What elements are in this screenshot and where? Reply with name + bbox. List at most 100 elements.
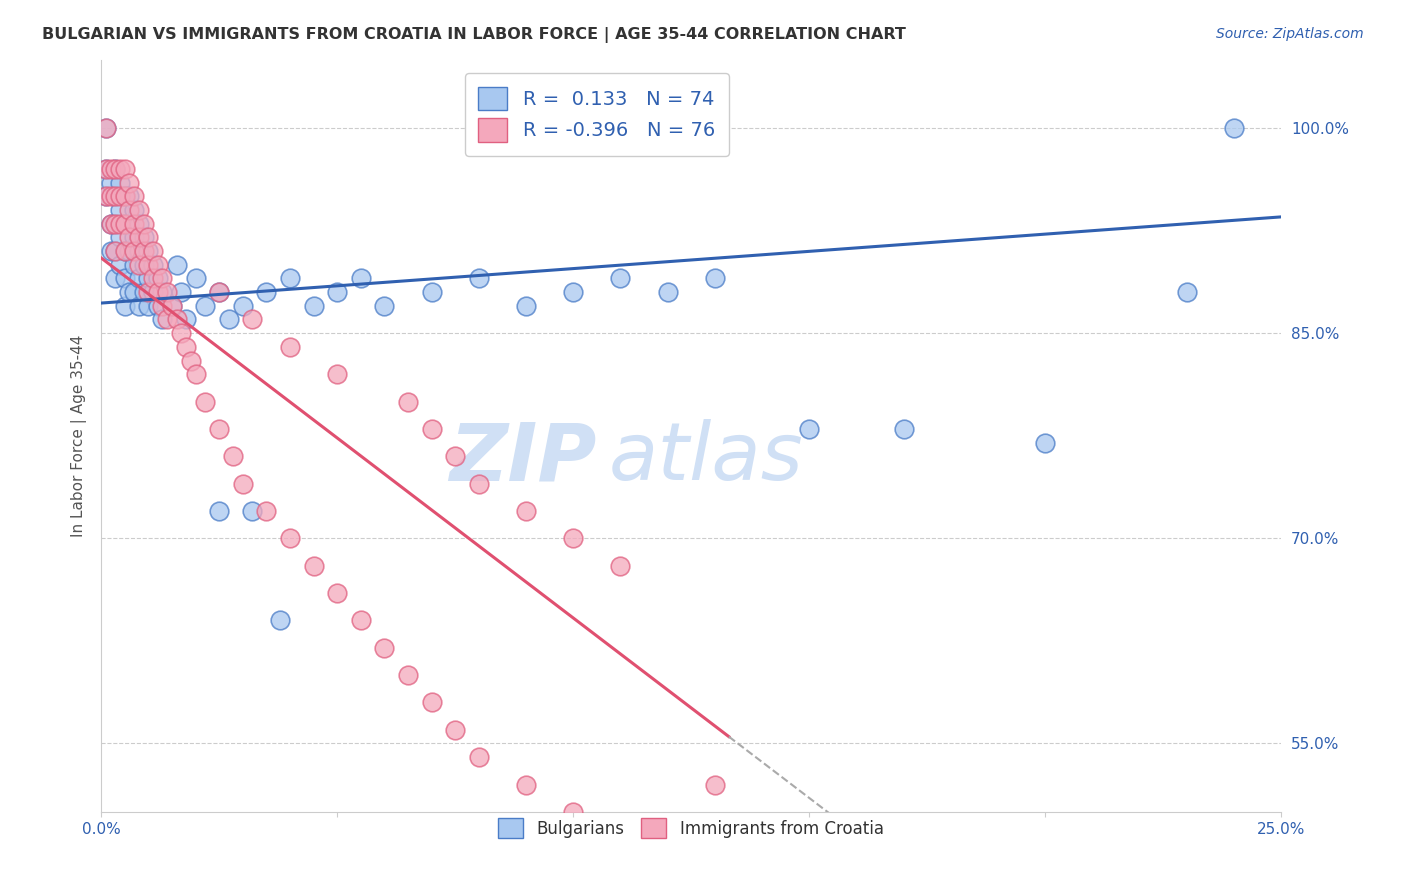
Point [114, 299, 136, 313]
Point [146, 285, 169, 299]
Point [94, 120, 117, 135]
Point [136, 244, 159, 258]
Point [142, 271, 165, 285]
Point [122, 244, 145, 258]
Point [122, 217, 145, 231]
Point [152, 312, 174, 326]
Point [122, 285, 145, 299]
Point [104, 271, 127, 285]
Text: BULGARIAN VS IMMIGRANTS FROM CROATIA IN LABOR FORCE | AGE 35-44 CORRELATION CHAR: BULGARIAN VS IMMIGRANTS FROM CROATIA IN … [42, 27, 905, 43]
Point [118, 202, 141, 217]
Point [104, 189, 127, 203]
Point [1223, 120, 1246, 135]
Point [232, 299, 254, 313]
Point [166, 312, 188, 326]
Point [467, 271, 489, 285]
Point [657, 832, 679, 847]
Point [104, 161, 127, 176]
Point [326, 586, 349, 600]
Point [170, 285, 193, 299]
Text: Source: ZipAtlas.com: Source: ZipAtlas.com [1216, 27, 1364, 41]
Point [122, 230, 145, 244]
Point [240, 312, 263, 326]
Point [108, 189, 131, 203]
Point [118, 244, 141, 258]
Point [108, 176, 131, 190]
Point [467, 476, 489, 491]
Point [100, 244, 122, 258]
Point [108, 230, 131, 244]
Point [118, 230, 141, 244]
Point [128, 299, 150, 313]
Point [350, 614, 373, 628]
Point [128, 244, 150, 258]
Point [218, 312, 240, 326]
Point [142, 244, 165, 258]
Point [122, 189, 145, 203]
Text: atlas: atlas [609, 419, 803, 498]
Point [152, 285, 174, 299]
Point [108, 217, 131, 231]
Point [104, 217, 127, 231]
Point [444, 723, 467, 737]
Point [703, 846, 725, 860]
Point [132, 285, 155, 299]
Point [515, 299, 537, 313]
Point [278, 340, 301, 354]
Point [94, 189, 117, 203]
Point [136, 271, 159, 285]
Point [114, 244, 136, 258]
Point [146, 271, 169, 285]
Point [194, 394, 217, 409]
Point [156, 312, 179, 326]
Point [132, 230, 155, 244]
Point [132, 217, 155, 231]
Point [396, 668, 419, 682]
Point [118, 176, 141, 190]
Point [703, 271, 725, 285]
Point [208, 285, 231, 299]
Point [146, 299, 169, 313]
Point [100, 176, 122, 190]
Point [108, 161, 131, 176]
Point [396, 394, 419, 409]
Point [156, 285, 179, 299]
Point [104, 244, 127, 258]
Point [797, 422, 820, 436]
Point [136, 258, 159, 272]
Point [100, 217, 122, 231]
Point [184, 367, 207, 381]
Point [269, 614, 291, 628]
Point [326, 285, 349, 299]
Point [208, 422, 231, 436]
Point [373, 640, 395, 655]
Point [122, 202, 145, 217]
Point [114, 189, 136, 203]
Point [278, 271, 301, 285]
Point [136, 230, 159, 244]
Point [420, 696, 443, 710]
Point [104, 244, 127, 258]
Point [208, 504, 231, 518]
Point [108, 258, 131, 272]
Point [254, 504, 277, 518]
Legend: Bulgarians, Immigrants from Croatia: Bulgarians, Immigrants from Croatia [492, 811, 890, 845]
Point [128, 217, 150, 231]
Point [180, 353, 202, 368]
Point [194, 299, 217, 313]
Point [562, 285, 585, 299]
Point [152, 299, 174, 313]
Point [128, 258, 150, 272]
Point [136, 285, 159, 299]
Point [132, 244, 155, 258]
Point [114, 271, 136, 285]
Point [160, 299, 183, 313]
Point [444, 449, 467, 463]
Point [100, 189, 122, 203]
Point [562, 531, 585, 545]
Point [1033, 435, 1056, 450]
Point [166, 258, 188, 272]
Point [373, 299, 395, 313]
Point [302, 299, 325, 313]
Point [128, 271, 150, 285]
